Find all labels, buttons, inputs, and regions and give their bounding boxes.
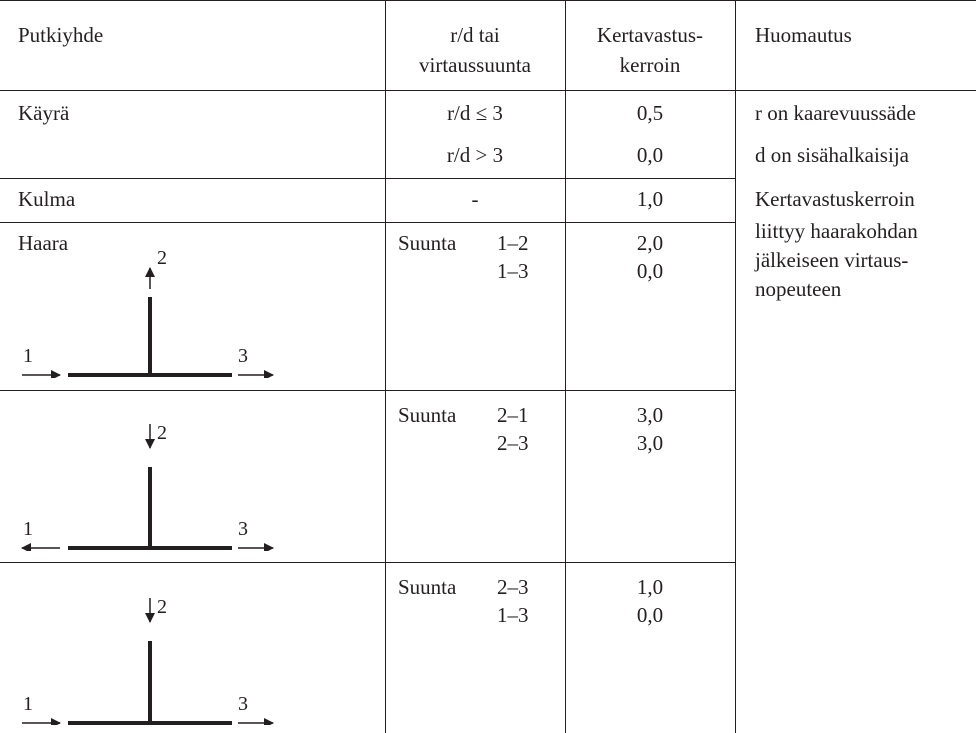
- kulma-label: Kulma: [18, 187, 76, 211]
- tee-diagram-1: 2 1 3: [22, 248, 274, 378]
- haara2-dir2: 2–3: [497, 431, 529, 455]
- kayra-bottom-border: [0, 178, 735, 179]
- header-rd-line1: r/d tai: [450, 23, 500, 47]
- label-2: 2: [157, 248, 167, 269]
- label-1: 1: [23, 345, 33, 367]
- kayra-cond1: r/d ≤ 3: [447, 101, 503, 125]
- tee-diagram-2: 2 1 3: [21, 422, 274, 551]
- label-2: 2: [157, 422, 167, 444]
- tee-diagram-3: 2 1 3: [22, 596, 274, 725]
- label-3: 3: [238, 693, 248, 715]
- kayra-val2: 0,0: [636, 143, 664, 167]
- kayra-val1: 0,5: [636, 101, 664, 125]
- haara1-val1: 2,0: [636, 231, 664, 255]
- header-bottom-border: [0, 90, 976, 91]
- label-1: 1: [23, 693, 33, 715]
- haara3-dir1: 2–3: [497, 575, 529, 599]
- label-3: 3: [238, 345, 248, 367]
- haara1-bottom-border: [0, 390, 735, 391]
- haara2-val1: 3,0: [636, 403, 664, 427]
- kayra-cond2: r/d > 3: [446, 143, 504, 167]
- haara2-dir1: 2–1: [497, 403, 529, 427]
- header-kerroin-line1: Kertavastus-: [596, 23, 704, 47]
- col3-divider: [735, 0, 736, 733]
- header-rd-line2: virtaussuunta: [419, 53, 531, 77]
- label-2: 2: [157, 596, 167, 618]
- table-top-border: [0, 0, 976, 1]
- haara1-val2: 0,0: [636, 259, 664, 283]
- haara3-dir2: 1–3: [497, 603, 529, 627]
- haara3-suunta: Suunta: [398, 575, 457, 599]
- header-putkiyhde: Putkiyhde: [18, 23, 104, 47]
- haara2-bottom-border: [0, 562, 735, 563]
- haara3-val2: 0,0: [636, 603, 664, 627]
- kayra-note1: r on kaarevuussäde: [755, 101, 916, 125]
- kulma-val: 1,0: [636, 187, 664, 211]
- kulma-note: Kertavastuskerroin: [755, 187, 915, 211]
- kayra-note2: d on sisähalkaisija: [755, 143, 909, 167]
- haara2-suunta: Suunta: [398, 403, 457, 427]
- label-3: 3: [238, 518, 248, 540]
- kayra-label: Käyrä: [18, 101, 70, 125]
- kulma-bottom-border: [0, 222, 735, 223]
- haara1-dir2: 1–3: [497, 259, 529, 283]
- kulma-cond: -: [471, 187, 479, 211]
- col2-divider: [565, 0, 566, 733]
- haara1-dir1: 1–2: [497, 231, 529, 255]
- header-huomautus: Huomautus: [755, 23, 852, 47]
- haara2-val2: 3,0: [636, 431, 664, 455]
- haara-note-line4: nopeuteen: [755, 277, 842, 301]
- header-kerroin-line2: kerroin: [619, 53, 681, 77]
- col1-divider: [385, 0, 386, 733]
- haara-note-line2: liittyy haarakohdan: [755, 219, 918, 243]
- label-1: 1: [23, 518, 33, 540]
- haara-label: Haara: [18, 231, 69, 255]
- haara1-suunta: Suunta: [398, 231, 457, 255]
- haara3-val1: 1,0: [636, 575, 664, 599]
- haara-note-line3: jälkeiseen virtaus-: [755, 248, 909, 272]
